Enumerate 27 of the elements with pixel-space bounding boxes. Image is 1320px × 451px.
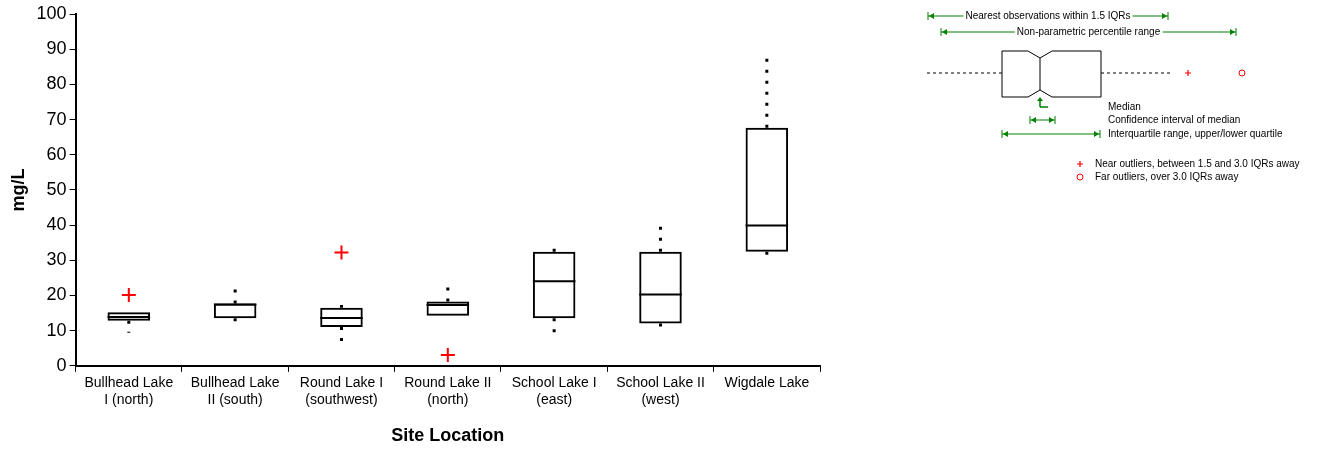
y-tick-label: 70 — [46, 108, 67, 129]
x-tick-label: Wigdale Lake — [724, 374, 810, 391]
y-tick-label: 30 — [46, 249, 67, 270]
y-tick-label: 100 — [36, 2, 67, 23]
text: Confidence interval of median — [1108, 113, 1241, 125]
text: Non-parametric percentile range — [1016, 25, 1161, 37]
text: Far outliers, over 3.0 IQRs away — [1095, 170, 1239, 182]
text: Nearest observations within 1.5 IQRs — [965, 9, 1131, 21]
y-tick-label: 0 — [56, 354, 67, 375]
x-tick-label: Bullhead Lake II (south) — [190, 374, 280, 407]
x-axis-title: Site Location — [391, 425, 505, 446]
x-tick-label: School Lake I (east) — [511, 374, 597, 407]
y-tick-label: 20 — [46, 284, 67, 305]
y-tick-label: 80 — [46, 73, 67, 94]
y-tick-label: 10 — [46, 319, 67, 340]
y-axis-title: mg/L — [7, 168, 28, 212]
x-tick-label: School Lake II (west) — [616, 374, 705, 407]
y-tick-label: 40 — [46, 214, 67, 235]
y-tick-label: 90 — [46, 38, 67, 59]
x-tick-label: Bullhead Lake I (north) — [84, 374, 174, 407]
text: Interquartile range, upper/lower quartile — [1108, 127, 1283, 139]
y-tick-label: 50 — [46, 178, 67, 199]
x-tick-label: Round Lake I (southwest) — [299, 374, 384, 407]
text: Median — [1108, 100, 1141, 112]
y-tick-label: 60 — [46, 143, 67, 164]
text: Near outliers, between 1.5 and 3.0 IQRs away — [1095, 157, 1300, 169]
x-tick-label: Round Lake II (north) — [404, 374, 492, 407]
